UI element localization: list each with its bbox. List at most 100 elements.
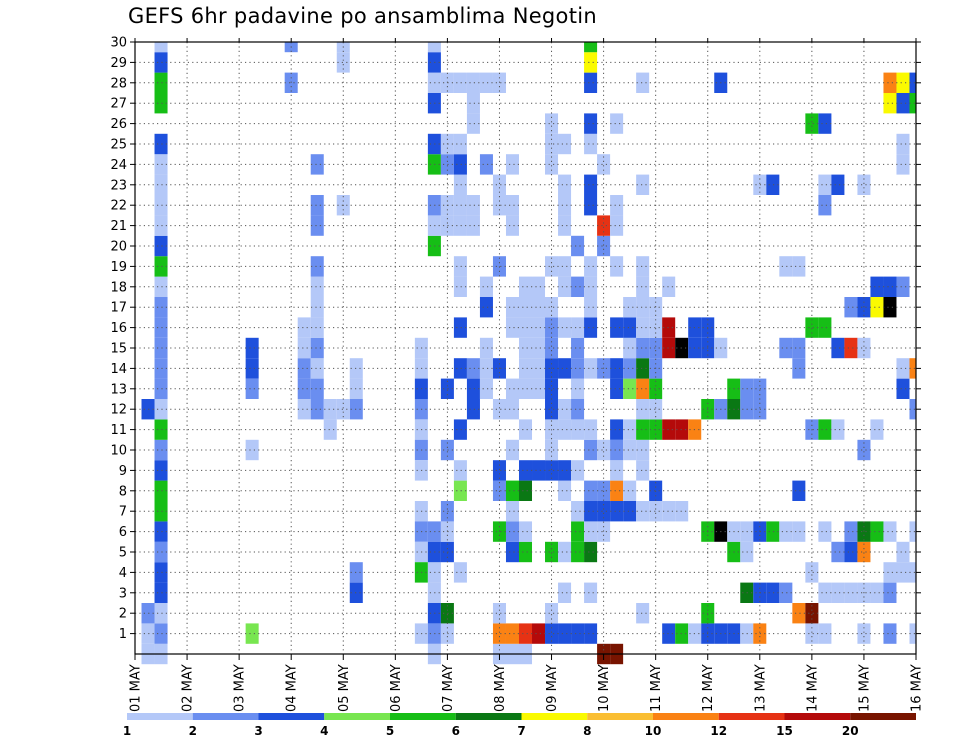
data-cell <box>818 317 832 338</box>
legend-label: 3 <box>254 724 262 738</box>
y-tick-label: 14 <box>110 362 127 377</box>
data-cell <box>453 317 467 338</box>
data-cell <box>610 439 624 461</box>
data-cell <box>792 256 806 277</box>
data-cell <box>623 337 637 359</box>
data-cell <box>584 174 598 195</box>
data-cell <box>610 215 624 236</box>
data-cell <box>505 501 519 522</box>
data-cell <box>571 276 585 297</box>
data-cell <box>141 399 155 420</box>
data-cell <box>154 480 168 501</box>
x-tick-label: 01 MAY <box>129 664 144 712</box>
y-tick-label: 13 <box>110 382 127 397</box>
data-cell <box>636 460 650 481</box>
data-cell <box>154 501 168 522</box>
data-cell <box>349 582 363 603</box>
data-cell <box>571 358 585 379</box>
data-cell <box>571 521 585 542</box>
data-cell <box>636 317 650 338</box>
data-cell <box>154 378 168 399</box>
data-cell <box>310 378 324 399</box>
data-cell <box>558 480 572 501</box>
data-cell <box>453 460 467 481</box>
y-tick-label: 27 <box>110 97 127 112</box>
data-cell <box>909 358 916 379</box>
data-cell <box>154 72 168 93</box>
data-cell <box>662 337 676 359</box>
data-cell <box>323 419 337 440</box>
data-cell <box>909 521 916 542</box>
data-cell <box>505 317 519 338</box>
legend-swatch <box>718 713 785 720</box>
data-cell <box>154 297 168 318</box>
data-cell <box>466 72 480 93</box>
data-cell <box>505 541 519 563</box>
legend-swatch <box>455 713 522 720</box>
data-cell <box>597 480 611 501</box>
legend-swatch <box>127 713 193 720</box>
grid-lines <box>135 42 916 654</box>
data-cell <box>532 460 546 481</box>
data-cell <box>883 297 897 318</box>
data-cell <box>883 276 897 297</box>
data-cell <box>479 72 493 93</box>
data-cell <box>818 195 832 216</box>
data-cell <box>584 72 598 93</box>
y-axis-ticks: 1234567891011121314151617181920212223242… <box>110 36 921 642</box>
data-cell <box>831 337 845 359</box>
y-tick-label: 22 <box>110 199 127 214</box>
data-cell <box>805 113 819 134</box>
data-cell <box>623 378 637 399</box>
data-cell <box>453 174 467 195</box>
data-cell <box>154 603 168 624</box>
data-cell <box>518 541 533 563</box>
data-cell <box>610 113 624 134</box>
data-cell <box>518 460 533 481</box>
data-cell <box>870 297 884 318</box>
data-cell <box>453 358 467 379</box>
data-cell <box>492 603 506 624</box>
data-cell <box>610 358 624 379</box>
data-cell <box>532 337 546 359</box>
data-cell <box>453 154 467 175</box>
data-cell <box>649 317 663 338</box>
x-tick-label: 08 MAY <box>493 664 508 712</box>
data-cell <box>154 317 168 338</box>
data-cell <box>584 52 598 73</box>
data-cell <box>636 358 650 379</box>
data-cell <box>297 399 311 420</box>
data-cell <box>597 154 611 175</box>
data-cell <box>610 501 624 522</box>
y-tick-label: 12 <box>110 403 127 418</box>
data-cell <box>584 439 598 461</box>
legend-label: 7 <box>517 724 525 738</box>
data-cell <box>453 256 467 277</box>
data-cell <box>636 337 650 359</box>
data-cell <box>558 460 572 481</box>
data-cell <box>532 378 546 399</box>
legend-swatch <box>258 713 325 720</box>
data-cell <box>818 419 832 440</box>
legend-label: 1 <box>123 724 131 738</box>
data-cell <box>792 521 806 542</box>
y-tick-label: 7 <box>119 505 127 520</box>
data-cell <box>662 317 676 338</box>
y-tick-label: 6 <box>119 525 127 540</box>
y-tick-label: 8 <box>119 484 127 499</box>
data-cell <box>453 215 467 236</box>
data-cell <box>505 215 519 236</box>
data-cell <box>779 582 793 603</box>
data-cell <box>818 113 832 134</box>
legend-swatch <box>784 713 851 720</box>
data-cell <box>662 501 676 522</box>
data-cell <box>245 378 259 399</box>
x-tick-label: 15 MAY <box>857 664 872 712</box>
data-cell <box>505 399 519 420</box>
data-cell <box>623 297 637 318</box>
data-cell <box>532 297 546 318</box>
data-cell <box>518 337 533 359</box>
data-cell <box>545 623 559 644</box>
data-cell <box>518 521 533 542</box>
